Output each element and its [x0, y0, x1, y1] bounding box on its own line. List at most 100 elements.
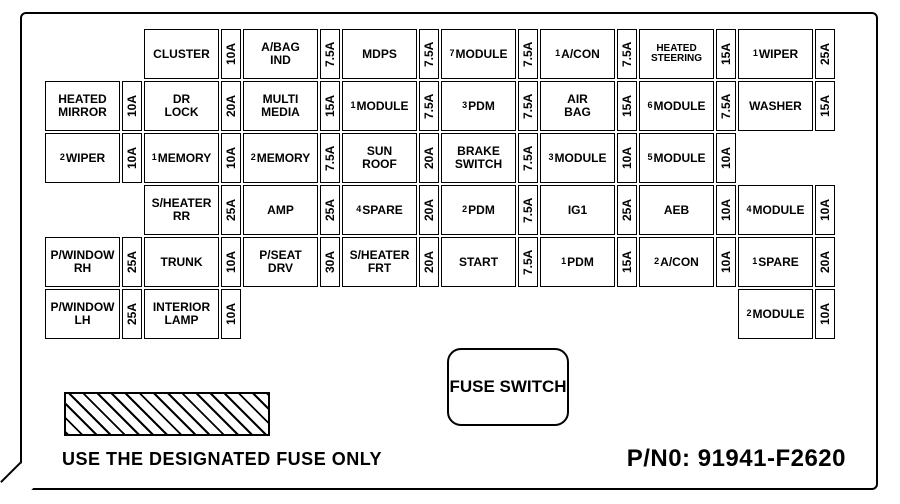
fuse-amp: 10A	[221, 237, 241, 287]
fuse-label	[540, 289, 615, 339]
fuse-label: 1PDM	[540, 237, 615, 287]
fuse-row: 2WIPER10A1MEMORY10A2MEMORY7.5ASUNROOF20A…	[44, 132, 856, 184]
fuse-switch-label: FUSE SWITCH	[449, 377, 566, 397]
fuse-amp: 10A	[716, 237, 736, 287]
fuse-amp: 20A	[419, 185, 439, 235]
fuse-label: AMP	[243, 185, 318, 235]
fuse-label: 1MODULE	[342, 81, 417, 131]
fuse-panel: CLUSTER10AA/BAGIND7.5AMDPS7.5A7MODULE7.5…	[20, 12, 878, 490]
fuse-amp	[716, 289, 736, 339]
fuse-label: 1MEMORY	[144, 133, 219, 183]
fuse-label	[738, 133, 813, 183]
fuse-label	[243, 289, 318, 339]
fuse-amp: 15A	[320, 81, 340, 131]
fuse-label: 2MODULE	[738, 289, 813, 339]
fuse-label: A/BAGIND	[243, 29, 318, 79]
fuse-label	[45, 29, 120, 79]
fuse-amp: 7.5A	[518, 81, 538, 131]
fuse-amp	[122, 29, 142, 79]
fuse-amp: 10A	[122, 133, 142, 183]
fuse-row: HEATEDMIRROR10ADRLOCK20AMULTIMEDIA15A1MO…	[44, 80, 856, 132]
fuse-amp: 7.5A	[419, 81, 439, 131]
fuse-amp: 20A	[221, 81, 241, 131]
fuse-amp: 7.5A	[617, 29, 637, 79]
fuse-label: 7MODULE	[441, 29, 516, 79]
fuse-label: CLUSTER	[144, 29, 219, 79]
fuse-label: IG1	[540, 185, 615, 235]
fuse-amp	[518, 289, 538, 339]
fuse-amp: 7.5A	[419, 29, 439, 79]
fuse-label: S/HEATERFRT	[342, 237, 417, 287]
fuse-amp: 25A	[815, 29, 835, 79]
fuse-amp: 10A	[815, 289, 835, 339]
fuse-switch-box: FUSE SWITCH	[447, 348, 569, 426]
fuse-label: 2WIPER	[45, 133, 120, 183]
fuse-row: P/WINDOWRH25ATRUNK10AP/SEATDRV30AS/HEATE…	[44, 236, 856, 288]
fuse-amp: 7.5A	[518, 29, 538, 79]
fuse-label: SUNROOF	[342, 133, 417, 183]
fuse-amp	[419, 289, 439, 339]
fuse-amp: 10A	[815, 185, 835, 235]
fuse-label: MDPS	[342, 29, 417, 79]
fuse-label: INTERIORLAMP	[144, 289, 219, 339]
corner-cut	[0, 462, 40, 502]
fuse-amp: 20A	[419, 237, 439, 287]
fuse-amp: 25A	[617, 185, 637, 235]
fuse-amp: 30A	[320, 237, 340, 287]
fuse-label: 3MODULE	[540, 133, 615, 183]
fuse-label	[441, 289, 516, 339]
fuse-amp: 10A	[221, 29, 241, 79]
fuse-label: P/SEATDRV	[243, 237, 318, 287]
fuse-amp: 7.5A	[320, 133, 340, 183]
fuse-amp: 10A	[221, 133, 241, 183]
fuse-label: AIRBAG	[540, 81, 615, 131]
fuse-amp: 25A	[320, 185, 340, 235]
fuse-label: HEATEDMIRROR	[45, 81, 120, 131]
fuse-label: 6MODULE	[639, 81, 714, 131]
fuse-label: 1A/CON	[540, 29, 615, 79]
fuse-label: WASHER	[738, 81, 813, 131]
fuse-label: S/HEATERRR	[144, 185, 219, 235]
part-number: P/N0: 91941-F2620	[627, 445, 846, 473]
fuse-label: TRUNK	[144, 237, 219, 287]
fuse-grid: CLUSTER10AA/BAGIND7.5AMDPS7.5A7MODULE7.5…	[44, 28, 856, 340]
fuse-amp: 10A	[716, 133, 736, 183]
fuse-row: S/HEATERRR25AAMP25A4SPARE20A2PDM7.5AIG12…	[44, 184, 856, 236]
fuse-label: HEATEDSTEERING	[639, 29, 714, 79]
fuse-amp	[617, 289, 637, 339]
fuse-amp: 25A	[221, 185, 241, 235]
fuse-amp: 10A	[716, 185, 736, 235]
fuse-label: MULTIMEDIA	[243, 81, 318, 131]
fuse-label: AEB	[639, 185, 714, 235]
fuse-label: 4SPARE	[342, 185, 417, 235]
fuse-label: 4MODULE	[738, 185, 813, 235]
fuse-label: 3PDM	[441, 81, 516, 131]
fuse-amp: 10A	[617, 133, 637, 183]
fuse-amp: 7.5A	[518, 237, 538, 287]
fuse-label	[45, 185, 120, 235]
fuse-amp: 25A	[122, 289, 142, 339]
fuse-amp: 7.5A	[518, 133, 538, 183]
fuse-amp	[320, 289, 340, 339]
fuse-label	[342, 289, 417, 339]
fuse-amp: 15A	[617, 81, 637, 131]
fuse-label: P/WINDOWRH	[45, 237, 120, 287]
fuse-amp: 25A	[122, 237, 142, 287]
fuse-label: 5MODULE	[639, 133, 714, 183]
fuse-label: BRAKESWITCH	[441, 133, 516, 183]
fuse-label: 1WIPER	[738, 29, 813, 79]
fuse-amp: 7.5A	[518, 185, 538, 235]
fuse-label: START	[441, 237, 516, 287]
fuse-label: 2PDM	[441, 185, 516, 235]
fuse-amp: 10A	[122, 81, 142, 131]
fuse-label: DRLOCK	[144, 81, 219, 131]
fuse-amp	[122, 185, 142, 235]
fuse-amp: 7.5A	[716, 81, 736, 131]
fuse-label: 2MEMORY	[243, 133, 318, 183]
fuse-amp: 15A	[617, 237, 637, 287]
fuse-amp: 20A	[419, 133, 439, 183]
fuse-amp: 15A	[716, 29, 736, 79]
fuse-label: 2A/CON	[639, 237, 714, 287]
fuse-amp: 20A	[815, 237, 835, 287]
fuse-amp	[815, 133, 835, 183]
